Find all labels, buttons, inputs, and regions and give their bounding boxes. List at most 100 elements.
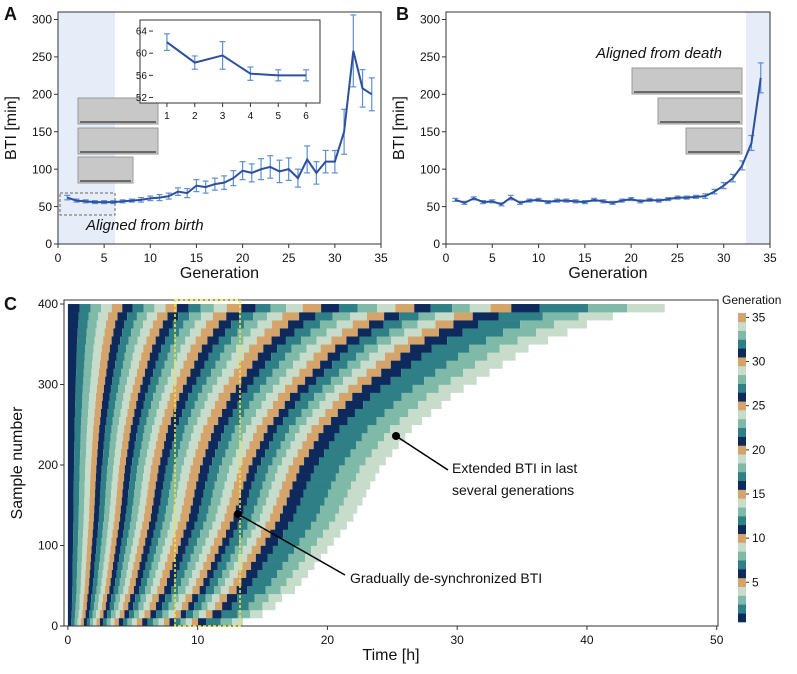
sample-segment [99,505,105,514]
sample-segment [153,553,161,562]
sample-segment [67,328,78,337]
sample-segment [140,328,150,337]
sample-segment [177,352,187,361]
sample-segment [247,384,261,393]
sample-segment [110,617,115,627]
sample-segment [85,569,90,579]
sample-segment [74,617,78,627]
sample-segment [251,529,261,538]
sample-segment [554,320,587,329]
line [454,77,762,206]
sample-segment [107,408,114,418]
sample-segment [200,328,214,337]
sample-segment [80,448,86,458]
sample-segment [366,312,385,321]
y-tick-label: 200 [38,458,58,472]
sample-segment [194,400,205,409]
sample-segment [84,481,91,490]
sample-segment [131,545,137,554]
sample-segment [67,416,75,426]
sample-segment [187,561,196,570]
sample-segment [166,577,174,587]
sample-segment [182,432,192,442]
sample-segment [114,553,120,562]
sample-segment [203,561,211,570]
sample-segment [161,392,170,401]
sample-segment [164,561,173,570]
sample-segment [113,368,122,377]
sample-segment [260,545,273,554]
sample-segment [241,489,250,498]
sample-segment [104,505,110,514]
sample-segment [96,609,100,619]
sample-segment [469,304,491,313]
sample-segment [123,481,130,490]
sample-segment [279,489,290,498]
sample-segment [205,481,215,490]
sample-segment [134,529,141,538]
sample-segment [111,336,121,345]
sample-segment [347,489,367,498]
sample-segment [266,392,278,401]
sample-segment [86,617,91,627]
sample-segment [90,617,94,627]
sample-segment [169,569,177,579]
sample-segment [89,489,96,498]
sample-segment [288,465,300,474]
x-tick-label: 2 [192,111,198,122]
sample-segment [292,569,308,579]
sample-segment [67,344,77,353]
sample-segment [137,465,145,474]
sample-segment [130,593,136,603]
sample-segment [234,545,243,554]
sample-segment [142,376,151,385]
sample-segment [239,416,252,426]
sample-segment [260,384,273,393]
sample-segment [360,360,376,369]
sample-segment [158,537,166,546]
sample-segment [167,400,177,409]
sample-segment [237,521,248,530]
sample-segment [183,497,193,506]
sample-segment [249,440,260,450]
sample-segment [321,304,339,313]
sample-segment [239,440,250,450]
sample-segment [98,569,103,579]
sample-segment [288,553,305,562]
sample-segment [176,376,187,385]
sample-segment [93,416,101,426]
sample-segment [268,489,280,498]
sample-segment [95,489,101,498]
sample-segment [138,456,146,466]
sample-segment [158,617,165,627]
sample-segment [105,497,111,506]
sample-segment [157,432,166,442]
sample-segment [122,328,132,337]
sample-segment [376,336,392,345]
sample-segment [176,400,186,409]
sample-segment [209,577,219,587]
sample-segment [67,440,75,450]
sample-segment [154,489,162,498]
sample-segment [101,473,107,482]
sample-segment [150,513,158,522]
sample-segment [72,569,77,579]
sample-segment [166,505,174,514]
sample-segment [130,473,137,482]
sample-segment [205,320,219,329]
sample-segment [90,473,96,482]
sample-segment [363,400,394,409]
sample-segment [224,481,234,490]
sample-segment [77,545,83,554]
sample-segment [94,505,100,514]
sample-segment [351,368,367,377]
sample-segment [99,609,104,619]
sample-segment [186,352,198,361]
sample-segment [98,521,104,530]
sample-segment [251,481,263,490]
sample-segment [130,424,138,434]
sample-segment [136,368,145,377]
sample-segment [76,368,84,377]
sample-segment [188,577,197,587]
sample-segment [132,304,144,313]
